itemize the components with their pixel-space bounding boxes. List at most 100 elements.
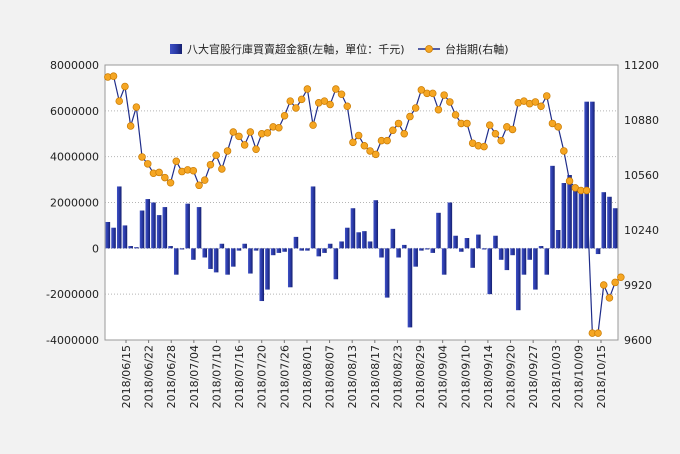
bar [481, 248, 487, 250]
bar [436, 212, 441, 249]
line-point [605, 294, 614, 302]
bar [248, 248, 253, 274]
bar [498, 248, 504, 260]
line-point [309, 121, 317, 129]
bar [601, 192, 607, 249]
bar [458, 248, 464, 252]
bar [265, 248, 270, 290]
bar [595, 248, 601, 255]
line-point [297, 95, 306, 104]
line-point [303, 85, 312, 93]
bar [367, 241, 373, 249]
line-point [189, 166, 198, 175]
x-axis-tick-label: 2018/08/23 [391, 345, 404, 408]
bar [322, 248, 327, 253]
line-point [292, 104, 300, 112]
bar [390, 228, 396, 249]
right-axis-tick-label: 9600 [624, 334, 652, 347]
bar [151, 202, 156, 249]
line-point [611, 278, 619, 287]
bar [339, 241, 344, 249]
bar [168, 246, 173, 249]
bar [567, 175, 572, 249]
bar [276, 248, 282, 253]
x-axis-tick-label: 2018/10/15 [595, 345, 608, 408]
line-point [491, 130, 500, 138]
bar [379, 248, 384, 258]
x-axis-tick-label: 2018/09/20 [505, 345, 518, 408]
bar [145, 199, 151, 249]
plot-area [104, 64, 619, 341]
bar [413, 248, 418, 267]
x-axis-tick-label: 2018/09/14 [482, 345, 495, 408]
line-point [320, 97, 329, 105]
bar [521, 248, 527, 275]
left-axis-tick-label: 4000000 [50, 151, 99, 164]
bar-series [105, 101, 618, 328]
bar [401, 244, 407, 249]
legend-bar-swatch [170, 44, 182, 54]
line-point [440, 91, 448, 99]
bar [253, 248, 259, 251]
right-axis-tick-label: 10560 [624, 169, 659, 182]
bar [202, 248, 208, 258]
line-point [286, 97, 295, 105]
right-axis-tick-label: 10880 [624, 114, 659, 127]
line-point [389, 126, 397, 135]
line-point [229, 128, 238, 136]
left-axis-tick-label: -2000000 [46, 288, 99, 301]
x-axis-tick-label: 2018/10/03 [550, 345, 563, 408]
bar [384, 248, 390, 298]
line-point [263, 129, 272, 137]
bar [162, 207, 168, 249]
right-axis-tick-label: 9920 [624, 279, 652, 292]
line-point [337, 90, 346, 98]
line-point [195, 181, 203, 190]
bar [259, 248, 265, 302]
line-point [429, 89, 437, 98]
bar [407, 248, 413, 328]
x-axis-tick-label: 2018/08/13 [346, 345, 359, 408]
line-point [218, 165, 226, 173]
bar [139, 210, 145, 249]
line-point [275, 123, 283, 132]
line-point [201, 176, 209, 184]
bar [196, 207, 202, 249]
left-axis-tick-label: 0 [92, 242, 99, 255]
bar [128, 246, 133, 249]
line-point [434, 105, 443, 114]
x-axis-tick-label: 2018/06/22 [143, 345, 156, 408]
line-point [451, 111, 460, 119]
bar [287, 248, 293, 288]
line-point [400, 130, 409, 138]
bar [134, 247, 139, 249]
line-point [252, 145, 260, 153]
bar [453, 235, 458, 249]
bar [555, 230, 561, 249]
bar [441, 248, 447, 275]
x-axis-tick-label: 2018/07/10 [210, 345, 223, 408]
bar [236, 248, 242, 251]
line-point [463, 119, 471, 128]
bar [419, 248, 424, 251]
bar [607, 196, 612, 249]
right-axis-tick-label: 11200 [624, 59, 659, 72]
line-point [212, 151, 220, 159]
bar [225, 248, 230, 275]
line-point [166, 178, 175, 187]
bar [584, 101, 589, 249]
line-point [240, 141, 249, 149]
line-point [138, 153, 146, 161]
bar [310, 186, 316, 249]
bar [242, 243, 247, 249]
line-point [372, 150, 380, 159]
line-point [349, 138, 357, 147]
line-point [594, 329, 602, 337]
line-point [446, 98, 454, 106]
x-axis-tick-label: 2018/07/20 [256, 345, 269, 408]
x-axis-tick-label: 2018/08/17 [369, 345, 382, 408]
x-axis-tick-label: 2018/07/04 [188, 345, 201, 408]
bar [213, 248, 219, 273]
x-axis-tick-label: 2018/08/01 [301, 345, 314, 408]
